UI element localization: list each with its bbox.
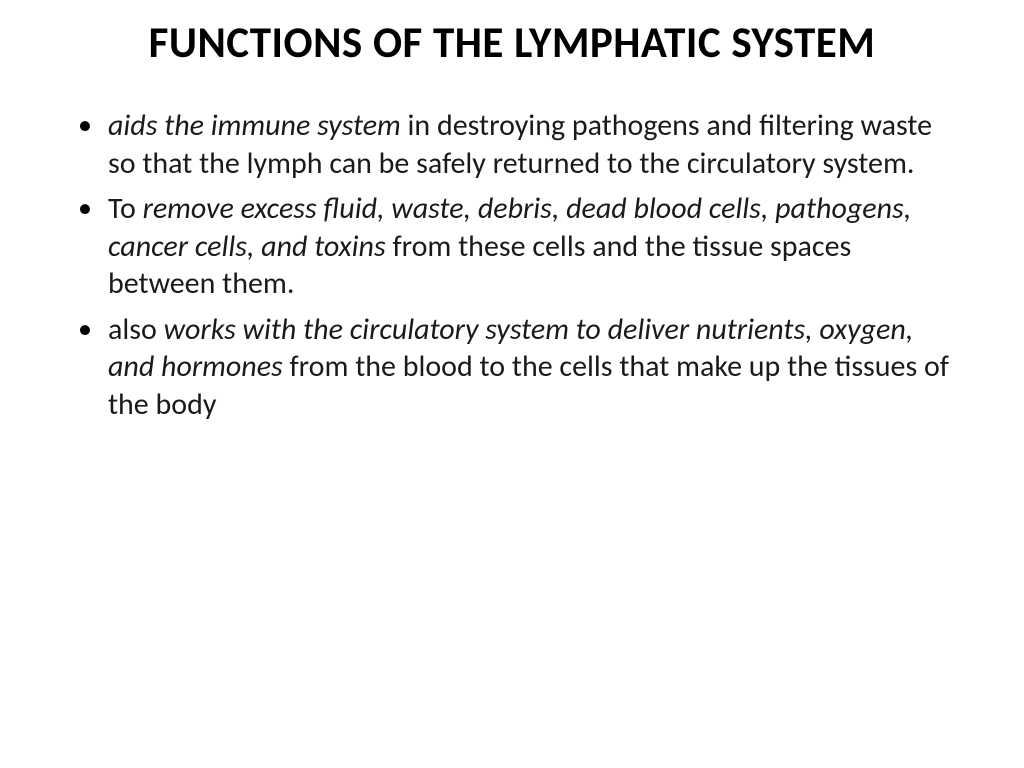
bullet-list: aids the immune system in destroying pat… (60, 107, 964, 423)
slide: FUNCTIONS OF THE LYMPHATIC SYSTEM aids t… (0, 0, 1024, 768)
bullet-item: To remove excess fluid, waste, debris, d… (74, 190, 964, 303)
bullet-item: aids the immune system in destroying pat… (74, 107, 964, 182)
bullet-item: also works with the circulatory system t… (74, 311, 964, 424)
slide-title: FUNCTIONS OF THE LYMPHATIC SYSTEM (60, 18, 964, 67)
bullet-text-part: aids the immune system (108, 107, 401, 144)
bullet-text-part: To (108, 190, 143, 227)
bullet-text-part: also (108, 311, 164, 348)
